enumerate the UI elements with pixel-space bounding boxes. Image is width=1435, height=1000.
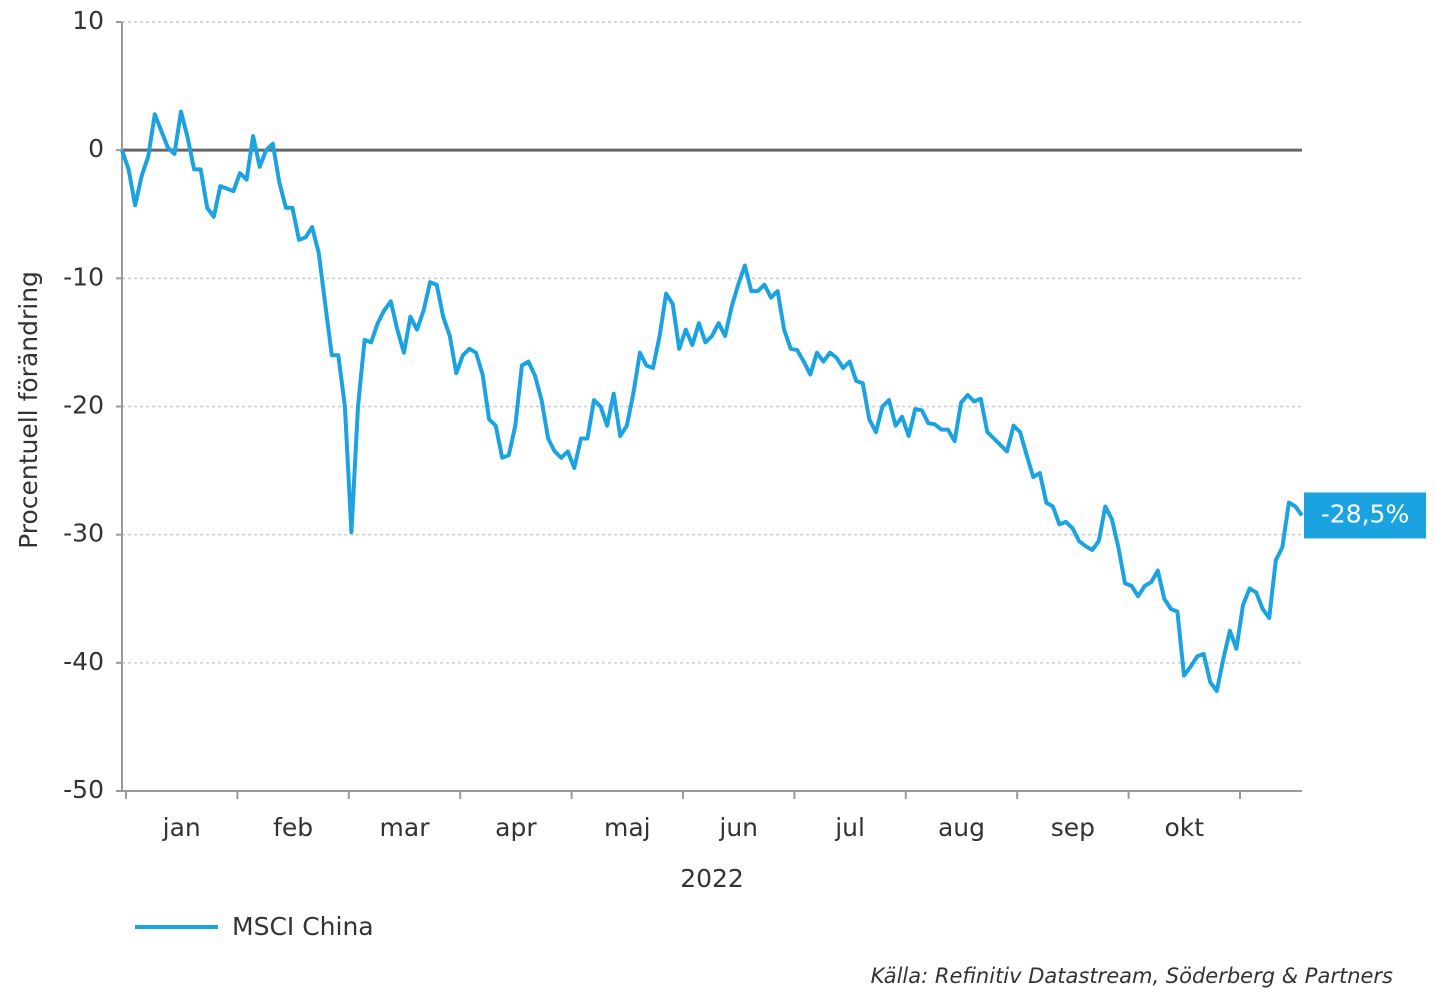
x-tick-label: jun: [718, 813, 758, 842]
y-tick-label: -10: [63, 262, 104, 291]
x-axis-label: 2022: [680, 864, 744, 893]
x-tick-label: aug: [938, 813, 985, 842]
end-label-box: [1304, 492, 1426, 539]
legend-label: MSCI China: [232, 912, 374, 941]
x-tick-label: jan: [162, 813, 201, 842]
y-tick-label: -40: [63, 647, 104, 676]
x-tick-label: apr: [495, 813, 537, 842]
y-axis-label: Procentuell förändring: [14, 271, 43, 549]
line-series: [120, 109, 1304, 693]
source: Källa: Refinitiv Datastream, Söderberg &…: [871, 964, 1393, 988]
x-tick-label: maj: [604, 813, 651, 842]
x-tick-label: feb: [273, 813, 313, 842]
x-tick-label: okt: [1165, 813, 1205, 842]
x-tick-label: jul: [834, 813, 865, 842]
y-tick-label: 10: [72, 6, 104, 35]
y-tick-label: -20: [63, 391, 104, 420]
x-tick-label: mar: [380, 813, 431, 842]
y-tick-label: 0: [88, 134, 104, 163]
y-tick-label: -50: [63, 775, 104, 804]
y-tick-label: -30: [63, 519, 104, 548]
end-label: -28,5%: [1321, 499, 1409, 528]
x-tick-label: sep: [1051, 813, 1095, 842]
